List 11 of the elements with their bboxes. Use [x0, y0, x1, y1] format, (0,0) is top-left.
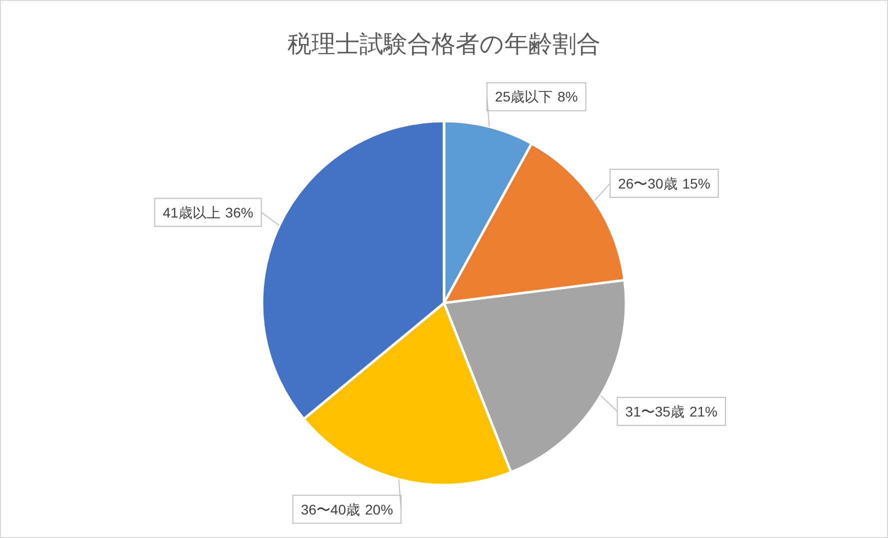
data-label: 36%: [225, 204, 254, 220]
slice-label: 25歳以下: [494, 88, 553, 105]
data-label: 21%: [689, 403, 718, 420]
slice-label: 26〜30歳: [618, 175, 678, 192]
slice-label: 41歳以上: [162, 204, 220, 220]
chart-title: 税理士試験合格者の年齢割合: [288, 31, 600, 58]
data-label: 20%: [365, 501, 394, 518]
slice-label: 31〜35歳: [625, 403, 684, 420]
data-label: 8%: [558, 88, 578, 105]
slice-label: 36〜40歳: [300, 501, 360, 518]
data-label: 15%: [682, 175, 710, 192]
